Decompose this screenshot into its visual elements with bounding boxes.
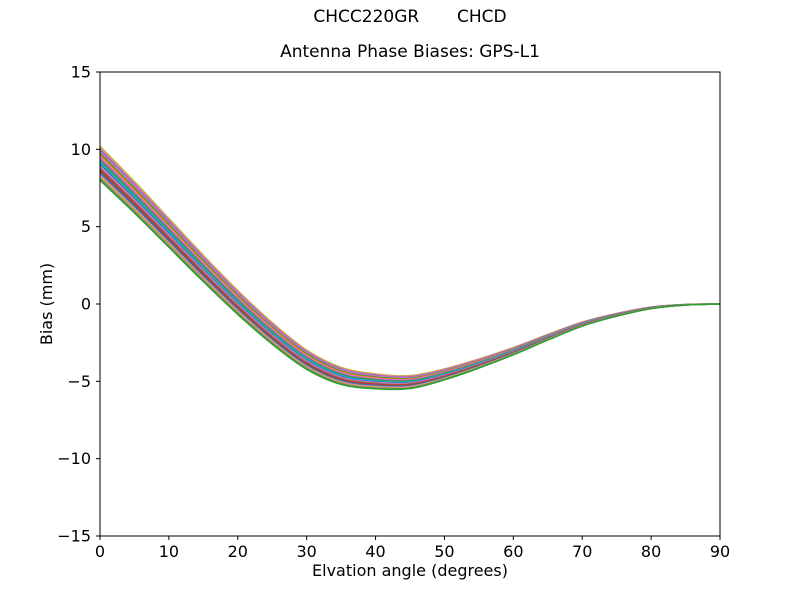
y-tick-label: −15 <box>57 527 91 546</box>
series-line <box>100 170 720 387</box>
x-tick-label: 0 <box>95 542 105 561</box>
y-tick-label: −10 <box>57 449 91 468</box>
series-line <box>100 179 720 391</box>
x-tick-label: 60 <box>503 542 523 561</box>
chart-title: CHCC220GR CHCD <box>313 7 507 27</box>
x-tick-label: 30 <box>296 542 316 561</box>
y-tick-label: −5 <box>67 372 91 391</box>
series-line <box>100 169 720 386</box>
x-axis-label: Elvation angle (degrees) <box>312 561 508 580</box>
chart-subtitle: Antenna Phase Biases: GPS-L1 <box>280 42 540 62</box>
series-line <box>100 172 720 388</box>
y-tick-label: 10 <box>71 140 91 159</box>
x-tick-label: 20 <box>228 542 248 561</box>
x-tick-label: 70 <box>572 542 592 561</box>
y-axis-label: Bias (mm) <box>37 262 56 346</box>
x-tick-label: 90 <box>710 542 730 561</box>
series-line <box>100 167 720 386</box>
series-line <box>100 174 720 389</box>
series-line <box>100 163 720 384</box>
x-tick-label: 80 <box>641 542 661 561</box>
series-line <box>100 165 720 385</box>
x-tick-label: 10 <box>159 542 179 561</box>
axes-box <box>99 71 721 537</box>
series-line <box>100 177 720 390</box>
y-tick-label: 0 <box>81 295 91 314</box>
y-tick-label: 5 <box>81 217 91 236</box>
x-tick-label: 40 <box>365 542 385 561</box>
series-line <box>100 176 720 389</box>
y-tick-label: 15 <box>71 63 91 82</box>
x-tick-label: 50 <box>434 542 454 561</box>
